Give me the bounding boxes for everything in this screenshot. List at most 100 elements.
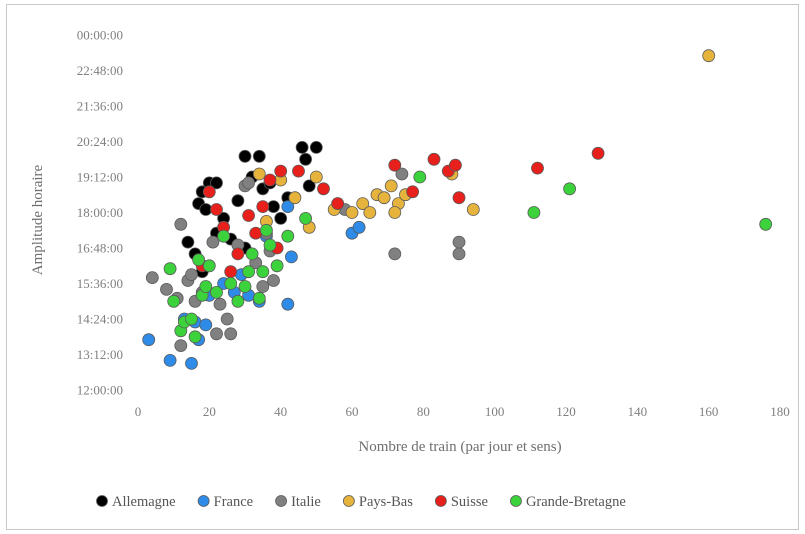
data-point — [252, 167, 266, 181]
data-point — [267, 274, 280, 287]
data-point — [363, 206, 377, 219]
legend-marker — [510, 495, 522, 507]
data-point — [249, 226, 263, 240]
legend-label: Italie — [291, 494, 321, 510]
data-point — [210, 203, 223, 216]
data-point — [220, 312, 234, 326]
data-point — [388, 247, 402, 261]
y-tick-label: 15:36:00 — [77, 276, 123, 291]
data-point — [210, 176, 223, 190]
data-point — [174, 339, 188, 353]
data-point — [224, 265, 238, 279]
data-point — [309, 170, 323, 184]
data-point — [256, 280, 270, 293]
legend-marker — [434, 495, 447, 507]
legend-label: Allemagne — [112, 494, 176, 510]
legend-marker — [342, 495, 355, 507]
data-point — [295, 140, 309, 154]
legend-label: France — [214, 494, 253, 510]
data-point — [452, 235, 466, 249]
data-point — [238, 149, 252, 163]
legend-marker — [96, 495, 108, 507]
x-tick-label: 120 — [556, 404, 576, 419]
data-point — [210, 285, 223, 299]
data-point — [288, 191, 302, 205]
data-point — [317, 182, 330, 196]
data-point — [259, 223, 273, 237]
legend-label: Grande-Bretagne — [526, 494, 626, 510]
data-point — [217, 229, 231, 243]
data-point — [531, 161, 544, 175]
data-point — [302, 179, 316, 193]
data-point — [388, 158, 402, 172]
data-point — [245, 247, 259, 261]
data-point — [345, 206, 359, 219]
data-point — [224, 277, 238, 290]
y-tick-label: 13:12:00 — [77, 347, 123, 362]
legend-label: Suisse — [451, 494, 488, 510]
data-point — [299, 211, 313, 225]
legend-item: Italie — [275, 494, 321, 510]
y-tick-label: 14:24:00 — [77, 312, 123, 327]
y-tick-label: 12:00:00 — [77, 383, 123, 398]
data-point — [448, 158, 462, 172]
data-point — [759, 217, 773, 231]
data-point — [377, 191, 391, 205]
y-tick-label: 19:12:00 — [77, 170, 123, 185]
x-tick-label: 160 — [699, 404, 719, 419]
y-tick-label: 16:48:00 — [77, 241, 123, 256]
x-tick-label: 0 — [135, 404, 142, 419]
x-tick-label: 100 — [485, 404, 505, 419]
data-point — [199, 318, 213, 332]
data-point — [142, 333, 156, 347]
data-point — [281, 200, 295, 214]
data-point — [274, 211, 288, 225]
legend-marker — [275, 495, 287, 507]
legend-item: Grande-Bretagne — [510, 494, 626, 510]
data-point — [231, 247, 245, 261]
legend-marker — [197, 495, 210, 507]
legend-item: Allemagne — [96, 494, 176, 510]
x-tick-label: 20 — [203, 404, 216, 419]
data-point — [199, 280, 213, 293]
data-point — [591, 146, 605, 160]
legend: Allemagne France Italie Pays-Bas Suisse Grand… — [96, 494, 626, 510]
data-point — [181, 235, 195, 249]
data-point — [163, 262, 177, 276]
data-point — [292, 164, 305, 178]
data-point — [270, 259, 284, 273]
data-point — [188, 330, 202, 344]
data-point — [427, 152, 441, 166]
data-point — [281, 229, 295, 243]
chart-frame — [6, 4, 799, 530]
data-point — [163, 353, 177, 367]
y-tick-label: 00:00:00 — [77, 28, 123, 43]
data-point — [267, 200, 280, 214]
data-point — [252, 149, 266, 163]
data-point — [299, 152, 313, 166]
data-point — [206, 235, 220, 249]
data-point — [384, 179, 398, 193]
x-tick-label: 40 — [274, 404, 287, 419]
x-tick-label: 60 — [346, 404, 359, 419]
data-point — [192, 253, 206, 267]
data-point — [395, 167, 409, 181]
data-point — [406, 185, 420, 199]
data-point — [413, 170, 427, 184]
data-point — [242, 265, 256, 279]
data-point — [352, 220, 366, 234]
data-point — [199, 203, 213, 216]
data-point — [185, 312, 198, 326]
data-point — [274, 164, 288, 178]
data-point — [563, 182, 576, 196]
data-point — [331, 197, 345, 211]
data-point — [263, 238, 277, 252]
data-point — [202, 185, 216, 199]
x-tick-label: 180 — [770, 404, 790, 419]
data-point — [263, 173, 277, 187]
x-tick-label: 140 — [628, 404, 648, 419]
data-point — [145, 271, 159, 285]
data-point — [160, 282, 173, 296]
y-axis-ticks: 12:00:00 13:12:00 14:24:00 15:36:00 16:48:00… — [77, 28, 123, 398]
